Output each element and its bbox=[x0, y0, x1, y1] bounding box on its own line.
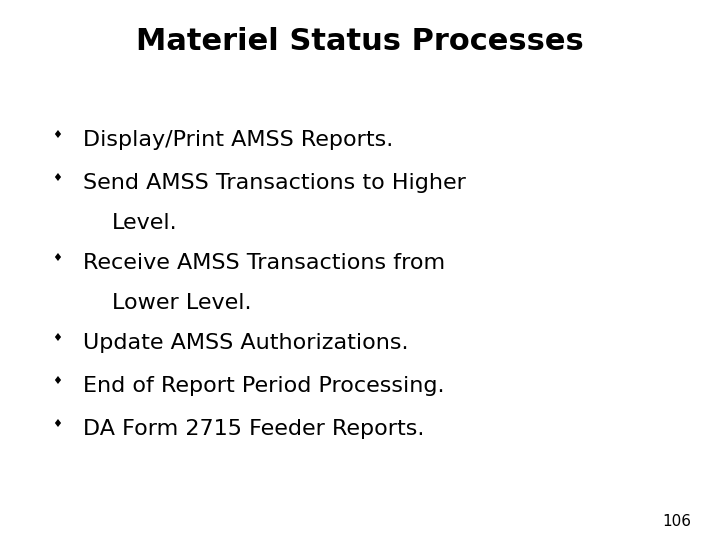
Text: Send AMSS Transactions to Higher: Send AMSS Transactions to Higher bbox=[83, 173, 466, 193]
Text: Lower Level.: Lower Level. bbox=[112, 293, 251, 313]
Text: DA Form 2715 Feeder Reports.: DA Form 2715 Feeder Reports. bbox=[83, 419, 424, 439]
Text: Receive AMSS Transactions from: Receive AMSS Transactions from bbox=[83, 253, 445, 273]
Text: ♦: ♦ bbox=[53, 253, 63, 263]
Text: ♦: ♦ bbox=[53, 130, 63, 140]
Text: Update AMSS Authorizations.: Update AMSS Authorizations. bbox=[83, 333, 408, 353]
Text: ♦: ♦ bbox=[53, 173, 63, 183]
Text: ♦: ♦ bbox=[53, 333, 63, 343]
Text: 106: 106 bbox=[662, 514, 691, 529]
Text: ♦: ♦ bbox=[53, 419, 63, 429]
Text: Materiel Status Processes: Materiel Status Processes bbox=[136, 27, 584, 56]
Text: Display/Print AMSS Reports.: Display/Print AMSS Reports. bbox=[83, 130, 393, 150]
Text: ♦: ♦ bbox=[53, 376, 63, 386]
Text: End of Report Period Processing.: End of Report Period Processing. bbox=[83, 376, 444, 396]
Text: Level.: Level. bbox=[112, 213, 177, 233]
